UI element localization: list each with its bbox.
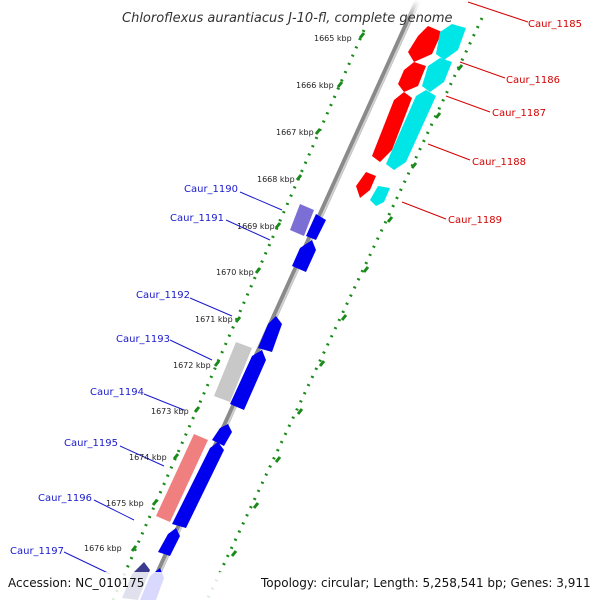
gene-label-caur-1191[interactable]: Caur_1191 xyxy=(170,213,224,224)
tick-labels: 1665 kbp 1666 kbp 1667 kbp 1668 kbp 1669… xyxy=(84,34,352,553)
outer-dotted-ring xyxy=(205,17,484,600)
topology-text: Topology: circular; Length: 5,258,541 bp… xyxy=(260,576,591,590)
forward-genes xyxy=(356,0,472,206)
gene-caur-1189-cds[interactable] xyxy=(370,186,390,206)
gene-caur-1195-cds[interactable] xyxy=(172,442,224,528)
tick-label: 1674 kbp xyxy=(129,453,167,462)
tick-label: 1672 kbp xyxy=(173,361,211,370)
gene-label-caur-1187[interactable]: Caur_1187 xyxy=(492,108,546,119)
gene-caur-1193[interactable] xyxy=(214,342,252,402)
reverse-genes xyxy=(122,204,326,600)
gene-label-caur-1186[interactable]: Caur_1186 xyxy=(506,75,560,86)
gene-label-caur-1190[interactable]: Caur_1190 xyxy=(184,184,238,195)
gene-caur-1187-cds[interactable] xyxy=(386,90,436,170)
tick-label: 1671 kbp xyxy=(195,315,233,324)
gene-caur-1185[interactable] xyxy=(408,26,442,62)
gene-caur-1185-cds[interactable] xyxy=(436,24,466,60)
tick-label: 1675 kbp xyxy=(106,499,144,508)
tick-label: 1668 kbp xyxy=(257,175,295,184)
inner-dotted-ring xyxy=(111,29,366,600)
gene-caur-1193-cds[interactable] xyxy=(230,350,266,410)
forward-gene-labels: Caur_1185 Caur_1186 Caur_1187 Caur_1188 … xyxy=(448,19,582,226)
gene-caur-1190-cds[interactable] xyxy=(306,214,326,240)
tick-label: 1669 kbp xyxy=(237,222,275,231)
label-connectors xyxy=(63,1,529,575)
accession-text: Accession: NC_010175 xyxy=(8,576,144,590)
map-title: Chloroflexus aurantiacus J-10-fl, comple… xyxy=(122,11,453,26)
gene-caur-1186[interactable] xyxy=(398,62,426,92)
tick-marks xyxy=(130,32,464,557)
gene-label-caur-1194[interactable]: Caur_1194 xyxy=(90,387,144,398)
reverse-gene-labels: Caur_1190 Caur_1191 Caur_1192 Caur_1193 … xyxy=(10,184,238,557)
gene-caur-1191[interactable] xyxy=(292,240,316,272)
gene-caur-1196[interactable] xyxy=(158,528,180,556)
gene-caur-1195[interactable] xyxy=(156,434,208,522)
gene-label-caur-1193[interactable]: Caur_1193 xyxy=(116,334,170,345)
gene-caur-1190[interactable] xyxy=(290,204,314,236)
gene-label-caur-1185[interactable]: Caur_1185 xyxy=(528,19,582,30)
gene-caur-1194[interactable] xyxy=(212,424,232,446)
tick-label: 1665 kbp xyxy=(314,34,352,43)
tick-label: 1667 kbp xyxy=(276,128,314,137)
tick-label: 1666 kbp xyxy=(296,81,334,90)
gene-caur-1189[interactable] xyxy=(356,172,376,198)
tick-label: 1670 kbp xyxy=(216,268,254,277)
tick-label: 1676 kbp xyxy=(84,544,122,553)
tick-label: 1673 kbp xyxy=(151,407,189,416)
gene-caur-1192[interactable] xyxy=(258,316,282,352)
gene-label-caur-1188[interactable]: Caur_1188 xyxy=(472,157,526,168)
gene-label-caur-1192[interactable]: Caur_1192 xyxy=(136,290,190,301)
gene-label-caur-1189[interactable]: Caur_1189 xyxy=(448,215,502,226)
gene-label-caur-1196[interactable]: Caur_1196 xyxy=(38,493,92,504)
gene-caur-1186-cds[interactable] xyxy=(422,58,452,92)
gene-label-caur-1195[interactable]: Caur_1195 xyxy=(64,438,118,449)
gene-label-caur-1197[interactable]: Caur_1197 xyxy=(10,546,64,557)
gene-caur-1187[interactable] xyxy=(372,92,412,162)
